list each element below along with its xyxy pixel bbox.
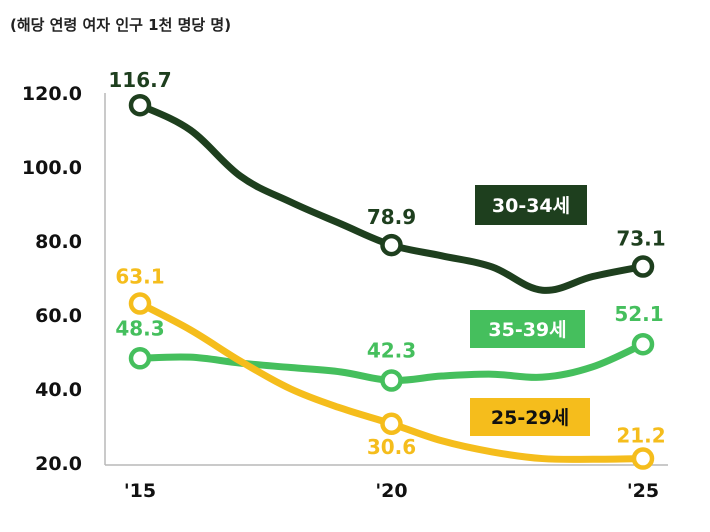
data-point — [128, 93, 152, 117]
y-tick-label: 80.0 — [35, 231, 82, 253]
data-label: 116.7 — [108, 68, 171, 92]
data-point — [631, 447, 655, 470]
data-label: 42.3 — [367, 338, 416, 362]
legend-box — [470, 310, 585, 348]
data-labels: 116.7 78.9 73.1 48.3 42.3 52.1 63.1 30.6 21.2 — [108, 68, 665, 459]
y-tick-label: 120.0 — [22, 83, 82, 105]
legend: 30-34세 35-39세 25-29세 — [470, 185, 590, 436]
data-point — [631, 255, 655, 278]
data-label: 21.2 — [616, 424, 665, 448]
data-label: 73.1 — [616, 227, 665, 251]
y-tick-label: 60.0 — [35, 305, 82, 327]
y-tick-label: 40.0 — [35, 379, 82, 401]
data-label: 78.9 — [367, 205, 416, 229]
legend-label: 30-34세 — [492, 195, 570, 217]
legend-box — [470, 398, 590, 436]
data-point — [380, 233, 403, 257]
data-point — [380, 412, 403, 436]
series-points — [128, 93, 655, 470]
data-point — [380, 369, 403, 392]
legend-box — [475, 185, 587, 225]
data-label: 48.3 — [115, 316, 164, 340]
data-label: 52.1 — [614, 302, 663, 326]
data-label: 30.6 — [367, 435, 416, 459]
data-point — [631, 332, 655, 356]
unit-label: (해당 연령 여자 인구 1천 명당 명) — [10, 16, 231, 34]
y-tick-label: 20.0 — [35, 453, 82, 475]
data-point — [128, 347, 152, 370]
y-tick-label: 100.0 — [22, 157, 82, 179]
x-tick-label: '25 — [627, 480, 659, 502]
x-tick-labels: '15 '20 '25 — [124, 480, 659, 502]
x-tick-label: '20 — [375, 480, 407, 502]
x-tick-label: '15 — [124, 480, 156, 502]
legend-label: 35-39세 — [488, 319, 566, 341]
data-label: 63.1 — [115, 265, 164, 289]
data-point — [128, 292, 152, 315]
legend-label: 25-29세 — [491, 407, 569, 429]
y-tick-labels: 20.0 40.0 60.0 80.0 100.0 120.0 — [22, 83, 82, 475]
